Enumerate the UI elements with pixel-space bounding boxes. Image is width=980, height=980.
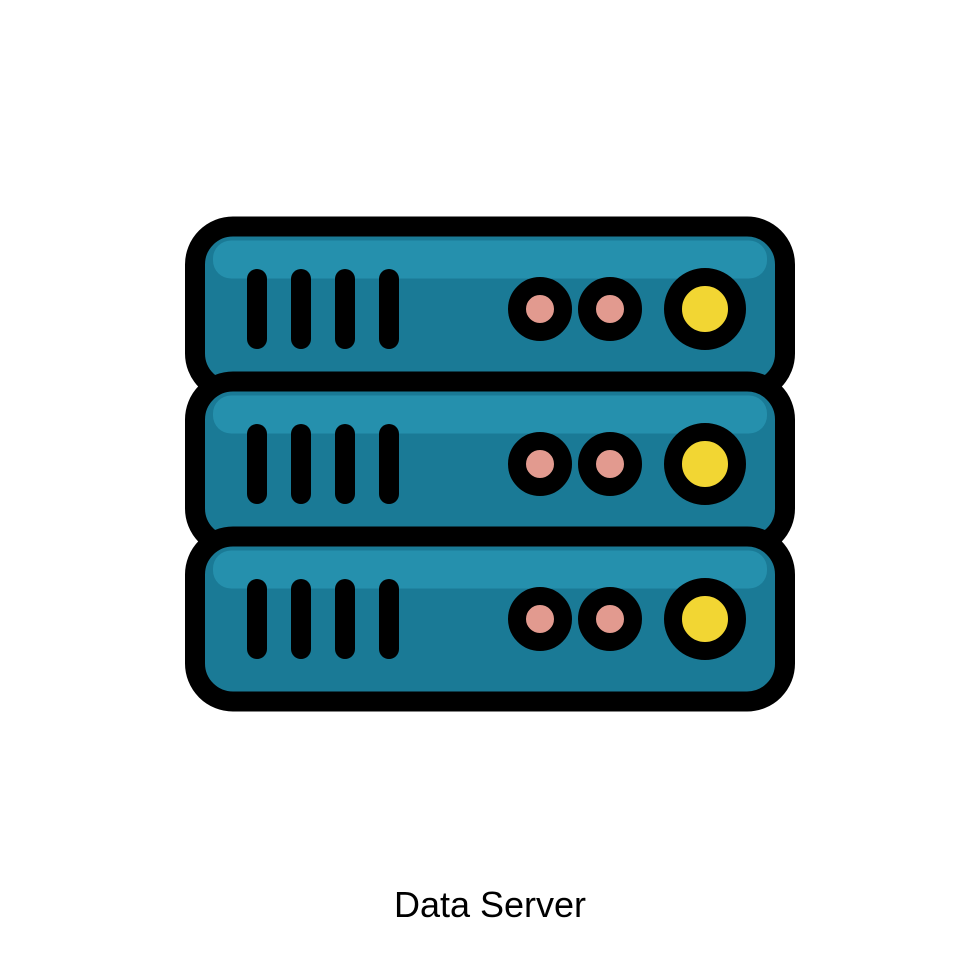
data-server-icon (170, 204, 810, 724)
icon-label: Data Server (394, 884, 586, 926)
icon-container (0, 54, 980, 874)
